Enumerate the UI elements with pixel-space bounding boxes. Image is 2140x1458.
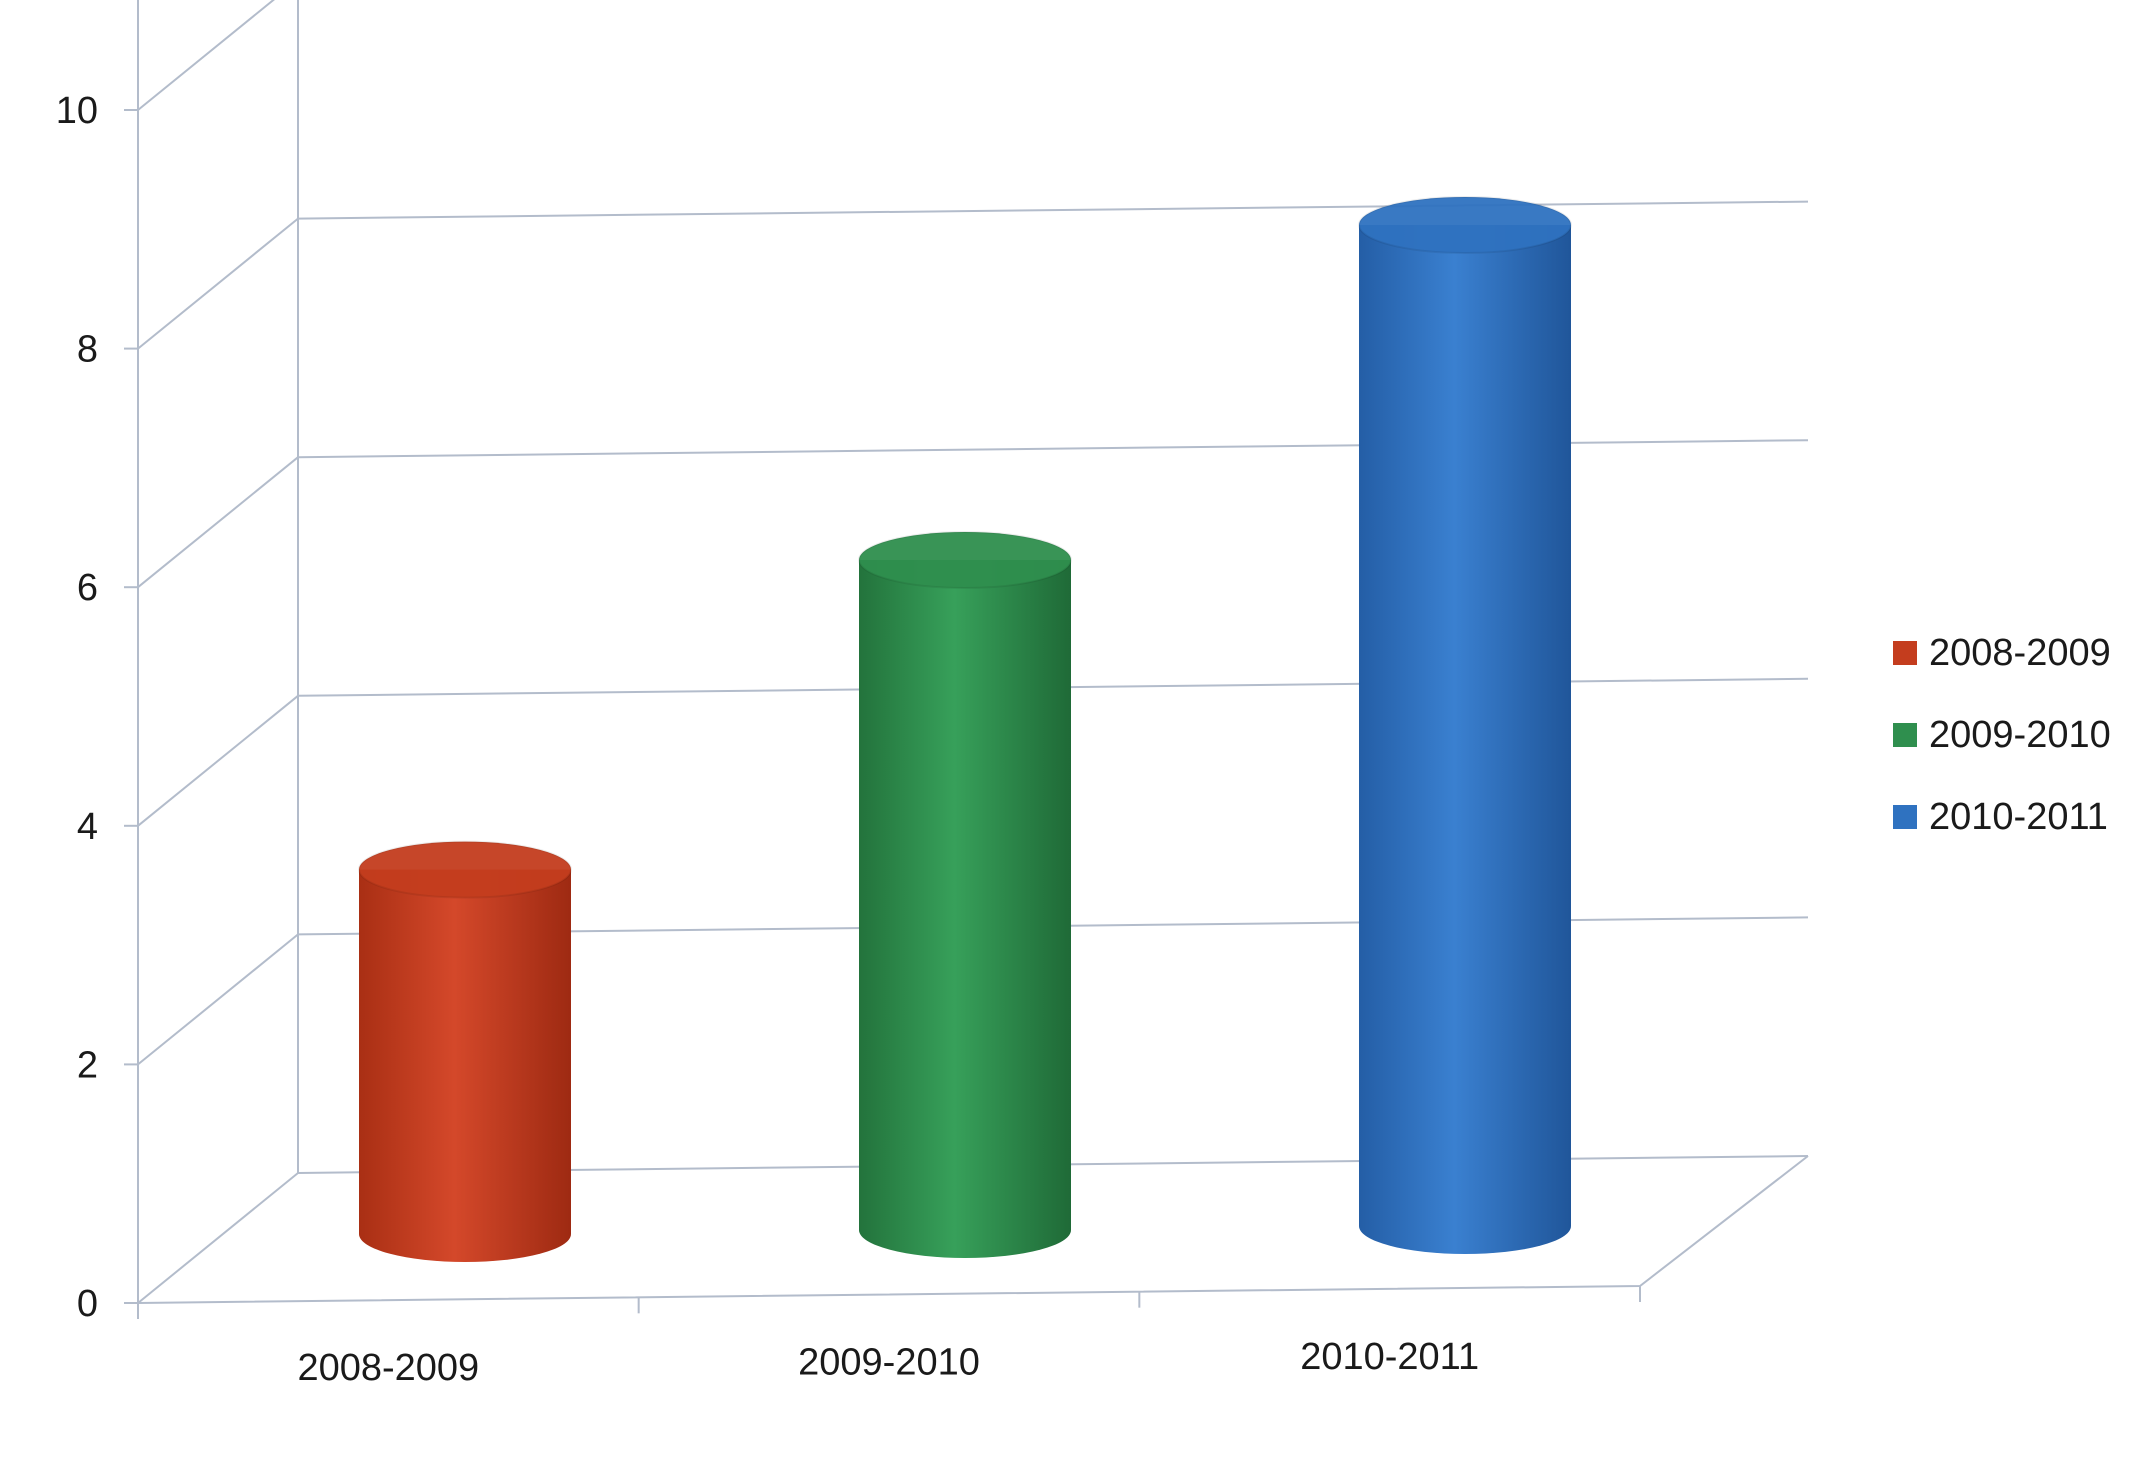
y-tick-label: 8 xyxy=(77,329,98,371)
legend-label: 2009-2010 xyxy=(1929,713,2111,756)
legend-label: 2010-2011 xyxy=(1929,795,2108,838)
gridline xyxy=(124,200,1809,350)
legend-item: 2008-2009 xyxy=(1893,612,2111,694)
bar-top xyxy=(858,531,1072,589)
legend-item: 2009-2010 xyxy=(1893,694,2111,776)
x-axis: 2008-2009 2009-2010 2010-2011 xyxy=(137,1286,1641,1389)
x-category-label: 2008-2009 xyxy=(297,1347,479,1389)
y-tick-label: 6 xyxy=(77,567,98,609)
y-tick-label: 4 xyxy=(77,806,98,848)
legend-swatch xyxy=(1893,723,1917,747)
bar-top xyxy=(358,840,572,899)
bar-body xyxy=(859,560,1071,1258)
x-category-label: 2009-2010 xyxy=(798,1342,980,1384)
legend-item: 2010-2011 xyxy=(1893,776,2111,858)
bar-body xyxy=(359,869,571,1262)
bars xyxy=(358,196,1572,1262)
bar-body xyxy=(1359,225,1571,1254)
bar-2009-2010 xyxy=(858,531,1072,1258)
bar-2010-2011 xyxy=(1358,196,1572,1254)
legend-label: 2008-2009 xyxy=(1929,631,2111,674)
y-tick-label: 2 xyxy=(77,1044,98,1086)
y-axis-ticks: 024681012141618 xyxy=(56,90,98,1325)
y-tick-label: 10 xyxy=(56,90,98,132)
bar-top xyxy=(1358,196,1572,254)
bar-2008-2009 xyxy=(358,840,572,1262)
x-category-label: 2010-2011 xyxy=(1300,1336,1479,1378)
y-tick-label: 0 xyxy=(77,1283,98,1325)
legend-swatch xyxy=(1893,641,1917,665)
legend-swatch xyxy=(1893,805,1917,829)
legend: 2008-2009 2009-2010 2010-2011 xyxy=(1893,612,2111,858)
gridline xyxy=(124,0,275,111)
